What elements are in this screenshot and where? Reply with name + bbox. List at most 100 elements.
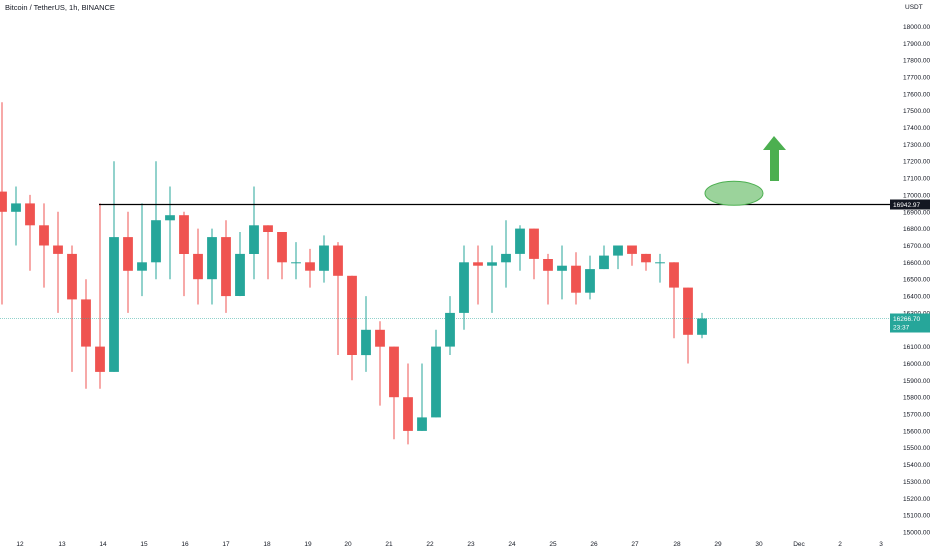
x-tick-label: 23 <box>467 541 475 548</box>
x-tick-label: 19 <box>304 541 312 548</box>
candle <box>655 253 665 283</box>
candle <box>347 275 357 381</box>
candle <box>515 225 525 271</box>
candle <box>81 279 91 389</box>
candle-body <box>627 245 637 254</box>
x-tick-label: Dec <box>793 541 805 548</box>
candle-body <box>165 215 175 221</box>
current-price-tag <box>890 313 930 333</box>
candle <box>179 211 189 297</box>
x-tick-label: 3 <box>879 541 883 548</box>
candle <box>641 253 651 271</box>
y-tick-label: 15100.00 <box>903 513 930 520</box>
candle-body <box>249 225 259 254</box>
current-price-label: 16266.70 <box>893 316 920 323</box>
x-tick-label: 24 <box>508 541 516 548</box>
x-tick-label: 18 <box>263 541 271 548</box>
x-tick-label: 13 <box>58 541 66 548</box>
candle-body <box>445 312 455 347</box>
y-tick-label: 15700.00 <box>903 412 930 419</box>
candle <box>207 228 217 305</box>
candle-body <box>389 346 399 398</box>
x-tick-label: 21 <box>385 541 393 548</box>
y-tick-label: 17400.00 <box>903 125 930 132</box>
candle-body <box>557 265 567 271</box>
candle <box>543 253 553 305</box>
candle <box>529 228 539 280</box>
x-tick-label: 20 <box>344 541 352 548</box>
x-axis: 12 13 14 15 16 17 18 19 20 21 22 23 24 25 26 27 28 29 30 De… <box>16 541 883 548</box>
candle <box>613 245 623 270</box>
candle <box>277 232 287 280</box>
candle <box>151 161 161 280</box>
candle <box>501 220 511 288</box>
candle <box>459 245 469 330</box>
y-tick-label: 16500.00 <box>903 277 930 284</box>
y-tick-label: 17800.00 <box>903 58 930 65</box>
candle <box>0 102 7 305</box>
candle-body <box>403 397 413 431</box>
candle-body <box>361 329 371 356</box>
currency-label: USDT <box>905 4 923 11</box>
y-tick-label: 15000.00 <box>903 530 930 537</box>
candle <box>445 296 455 355</box>
candle-body <box>0 191 7 212</box>
y-tick-label: 16000.00 <box>903 361 930 368</box>
candle-body <box>81 299 91 347</box>
candle <box>165 186 175 280</box>
candle-body <box>193 253 203 280</box>
candle <box>53 211 63 313</box>
y-tick-label: 15200.00 <box>903 496 930 503</box>
candle-body <box>53 245 63 254</box>
x-tick-label: 16 <box>181 541 189 548</box>
candle-body <box>277 232 287 263</box>
candle-body <box>221 237 231 297</box>
x-tick-label: 17 <box>222 541 230 548</box>
candle-body <box>683 287 693 335</box>
candle-body <box>515 228 525 254</box>
candle-body <box>417 417 427 431</box>
y-axis: 15000.00 15100.00 15200.00 15300.00 15400.00… <box>903 24 930 537</box>
candle <box>235 232 245 297</box>
candle-body <box>669 262 679 288</box>
candle <box>473 245 483 305</box>
candle <box>305 248 315 288</box>
candle <box>137 203 147 297</box>
x-tick-label: 29 <box>714 541 722 548</box>
candle-body <box>67 253 77 300</box>
candle-body <box>137 262 147 271</box>
candle <box>67 245 77 372</box>
y-tick-label: 17100.00 <box>903 176 930 183</box>
candle-body <box>459 262 469 313</box>
candle <box>221 220 231 313</box>
candle <box>263 225 273 280</box>
level-price-tag <box>890 199 930 210</box>
x-tick-label: 14 <box>99 541 107 548</box>
candle-body <box>431 346 441 418</box>
candle <box>669 262 679 339</box>
candle <box>585 255 595 300</box>
candle-body <box>151 220 161 263</box>
candle-body <box>487 262 497 266</box>
x-tick-label: 22 <box>426 541 434 548</box>
candle-body <box>305 262 315 271</box>
y-tick-label: 16800.00 <box>903 226 930 233</box>
x-tick-label: 12 <box>16 541 24 548</box>
target-ellipse[interactable] <box>704 180 764 206</box>
candle-body <box>109 237 119 372</box>
candle-countdown-label: 23:37 <box>893 325 910 332</box>
candle-body <box>571 265 581 293</box>
candle-body <box>543 259 553 271</box>
y-tick-label: 17300.00 <box>903 142 930 149</box>
candle-body <box>375 329 385 347</box>
up-arrow-icon[interactable] <box>763 136 786 181</box>
candle <box>375 321 385 406</box>
candle-body <box>123 237 133 271</box>
x-tick-label: 15 <box>140 541 148 548</box>
y-tick-label: 16600.00 <box>903 260 930 267</box>
candle-body <box>585 269 595 293</box>
candle <box>599 245 609 270</box>
candle <box>361 296 371 372</box>
